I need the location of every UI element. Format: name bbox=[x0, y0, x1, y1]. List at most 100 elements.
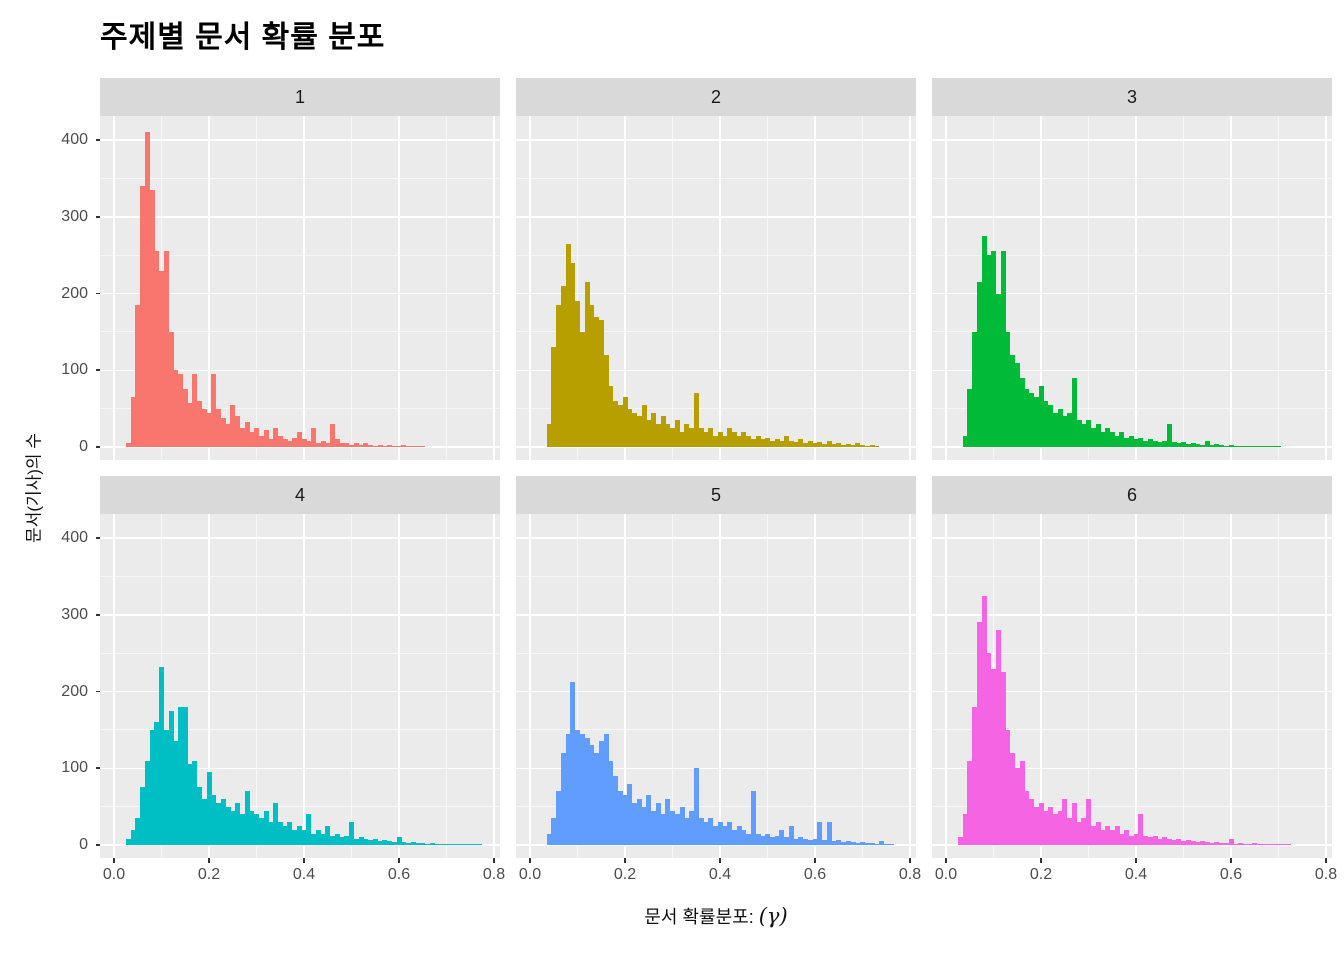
histogram-bar bbox=[560, 285, 566, 447]
y-tick-mark bbox=[95, 613, 100, 616]
major-gridline-v bbox=[398, 514, 400, 858]
histogram-bar bbox=[163, 251, 169, 447]
histogram-bar bbox=[1019, 377, 1025, 447]
x-tick-mark bbox=[529, 858, 531, 863]
minor-gridline-v bbox=[1088, 116, 1089, 460]
histogram-bar bbox=[831, 841, 837, 845]
histogram-bar bbox=[1067, 412, 1073, 447]
histogram-bar bbox=[387, 841, 393, 845]
histogram-bar bbox=[1157, 838, 1163, 845]
histogram-bar bbox=[613, 775, 619, 845]
histogram-bar bbox=[803, 443, 809, 447]
histogram-bar bbox=[708, 818, 714, 845]
x-tick-label: 0.8 bbox=[482, 866, 506, 883]
histogram-bar bbox=[458, 843, 464, 845]
histogram-bar bbox=[448, 843, 454, 845]
histogram-bar bbox=[1010, 752, 1016, 845]
histogram-bar bbox=[774, 835, 780, 845]
histogram-bar bbox=[1100, 829, 1106, 845]
histogram-bar bbox=[339, 443, 345, 447]
histogram-bar bbox=[144, 132, 150, 447]
histogram-bar bbox=[140, 186, 146, 447]
x-tick-mark bbox=[1040, 858, 1042, 863]
histogram-bar bbox=[803, 838, 809, 845]
histogram-bar bbox=[689, 427, 695, 447]
x-tick-mark bbox=[1325, 858, 1327, 863]
major-gridline-h bbox=[932, 767, 1332, 769]
histogram-bar bbox=[845, 443, 851, 447]
minor-gridline-h bbox=[932, 652, 1332, 654]
histogram-bar bbox=[869, 444, 875, 447]
minor-gridline-v bbox=[767, 116, 768, 460]
histogram-bar bbox=[807, 440, 813, 447]
histogram-bar bbox=[1157, 442, 1163, 447]
minor-gridline-h bbox=[932, 575, 1332, 577]
histogram-bar bbox=[1176, 838, 1182, 845]
minor-gridline-h bbox=[932, 408, 1332, 410]
major-gridline-v bbox=[529, 116, 531, 460]
histogram-bar bbox=[693, 393, 699, 447]
histogram-bar bbox=[1033, 806, 1039, 845]
histogram-bar bbox=[660, 814, 666, 845]
histogram-bar bbox=[632, 802, 638, 845]
histogram-bar bbox=[396, 445, 402, 447]
histogram-bar bbox=[216, 802, 222, 845]
histogram-bar bbox=[584, 737, 590, 845]
histogram-bar bbox=[287, 822, 293, 845]
histogram-bar bbox=[1062, 416, 1068, 447]
histogram-bar bbox=[382, 445, 388, 447]
histogram-bar bbox=[301, 439, 307, 447]
histogram-bar bbox=[565, 733, 571, 845]
histogram-bar bbox=[239, 814, 245, 845]
major-gridline-h bbox=[932, 369, 1332, 371]
histogram-bar bbox=[560, 752, 566, 845]
minor-gridline-v bbox=[256, 514, 257, 858]
histogram-bar bbox=[1223, 842, 1229, 845]
major-gridline-h bbox=[932, 139, 1332, 141]
x-tick-mark bbox=[624, 858, 626, 863]
facet-2: 2 bbox=[516, 78, 916, 460]
histogram-bar bbox=[197, 787, 203, 845]
y-tick-label: 200 bbox=[61, 284, 88, 302]
facet-panel-6 bbox=[932, 514, 1332, 858]
histogram-bar bbox=[330, 424, 336, 447]
y-tick-mark bbox=[95, 215, 100, 218]
histogram-bar bbox=[1176, 443, 1182, 447]
histogram-bar bbox=[646, 420, 652, 447]
x-tick-mark bbox=[493, 858, 495, 863]
histogram-bar bbox=[622, 795, 628, 845]
histogram-bar bbox=[406, 445, 412, 447]
x-tick-mark bbox=[208, 858, 210, 863]
major-gridline-v bbox=[719, 116, 721, 460]
y-tick-label: 300 bbox=[61, 207, 88, 225]
histogram-bar bbox=[1162, 440, 1168, 447]
histogram-bar bbox=[1043, 400, 1049, 447]
minor-gridline-h bbox=[516, 408, 916, 410]
histogram-bar bbox=[1086, 798, 1092, 845]
major-gridline-h bbox=[100, 614, 500, 616]
histogram-bar bbox=[845, 841, 851, 845]
histogram-bar bbox=[135, 305, 141, 447]
histogram-bar bbox=[159, 270, 165, 447]
minor-gridline-h bbox=[100, 575, 500, 577]
minor-gridline-v bbox=[862, 514, 863, 858]
histogram-bar bbox=[693, 768, 699, 846]
histogram-bar bbox=[1185, 443, 1191, 447]
histogram-bar bbox=[841, 841, 847, 845]
histogram-bar bbox=[320, 440, 326, 447]
histogram-bar bbox=[627, 783, 633, 845]
facet-1: 1 bbox=[100, 78, 500, 460]
minor-gridline-h bbox=[932, 177, 1332, 179]
histogram-bar bbox=[769, 837, 775, 845]
histogram-bar bbox=[211, 374, 217, 447]
histogram-bar bbox=[192, 374, 198, 447]
histogram-bar bbox=[1128, 835, 1134, 845]
histogram-bar bbox=[755, 435, 761, 447]
histogram-bar bbox=[144, 760, 150, 845]
histogram-bar bbox=[372, 838, 378, 845]
histogram-bar bbox=[717, 431, 723, 447]
histogram-bar bbox=[826, 822, 832, 845]
histogram-bar bbox=[334, 439, 340, 447]
histogram-bar bbox=[812, 838, 818, 845]
histogram-bar bbox=[731, 829, 737, 845]
